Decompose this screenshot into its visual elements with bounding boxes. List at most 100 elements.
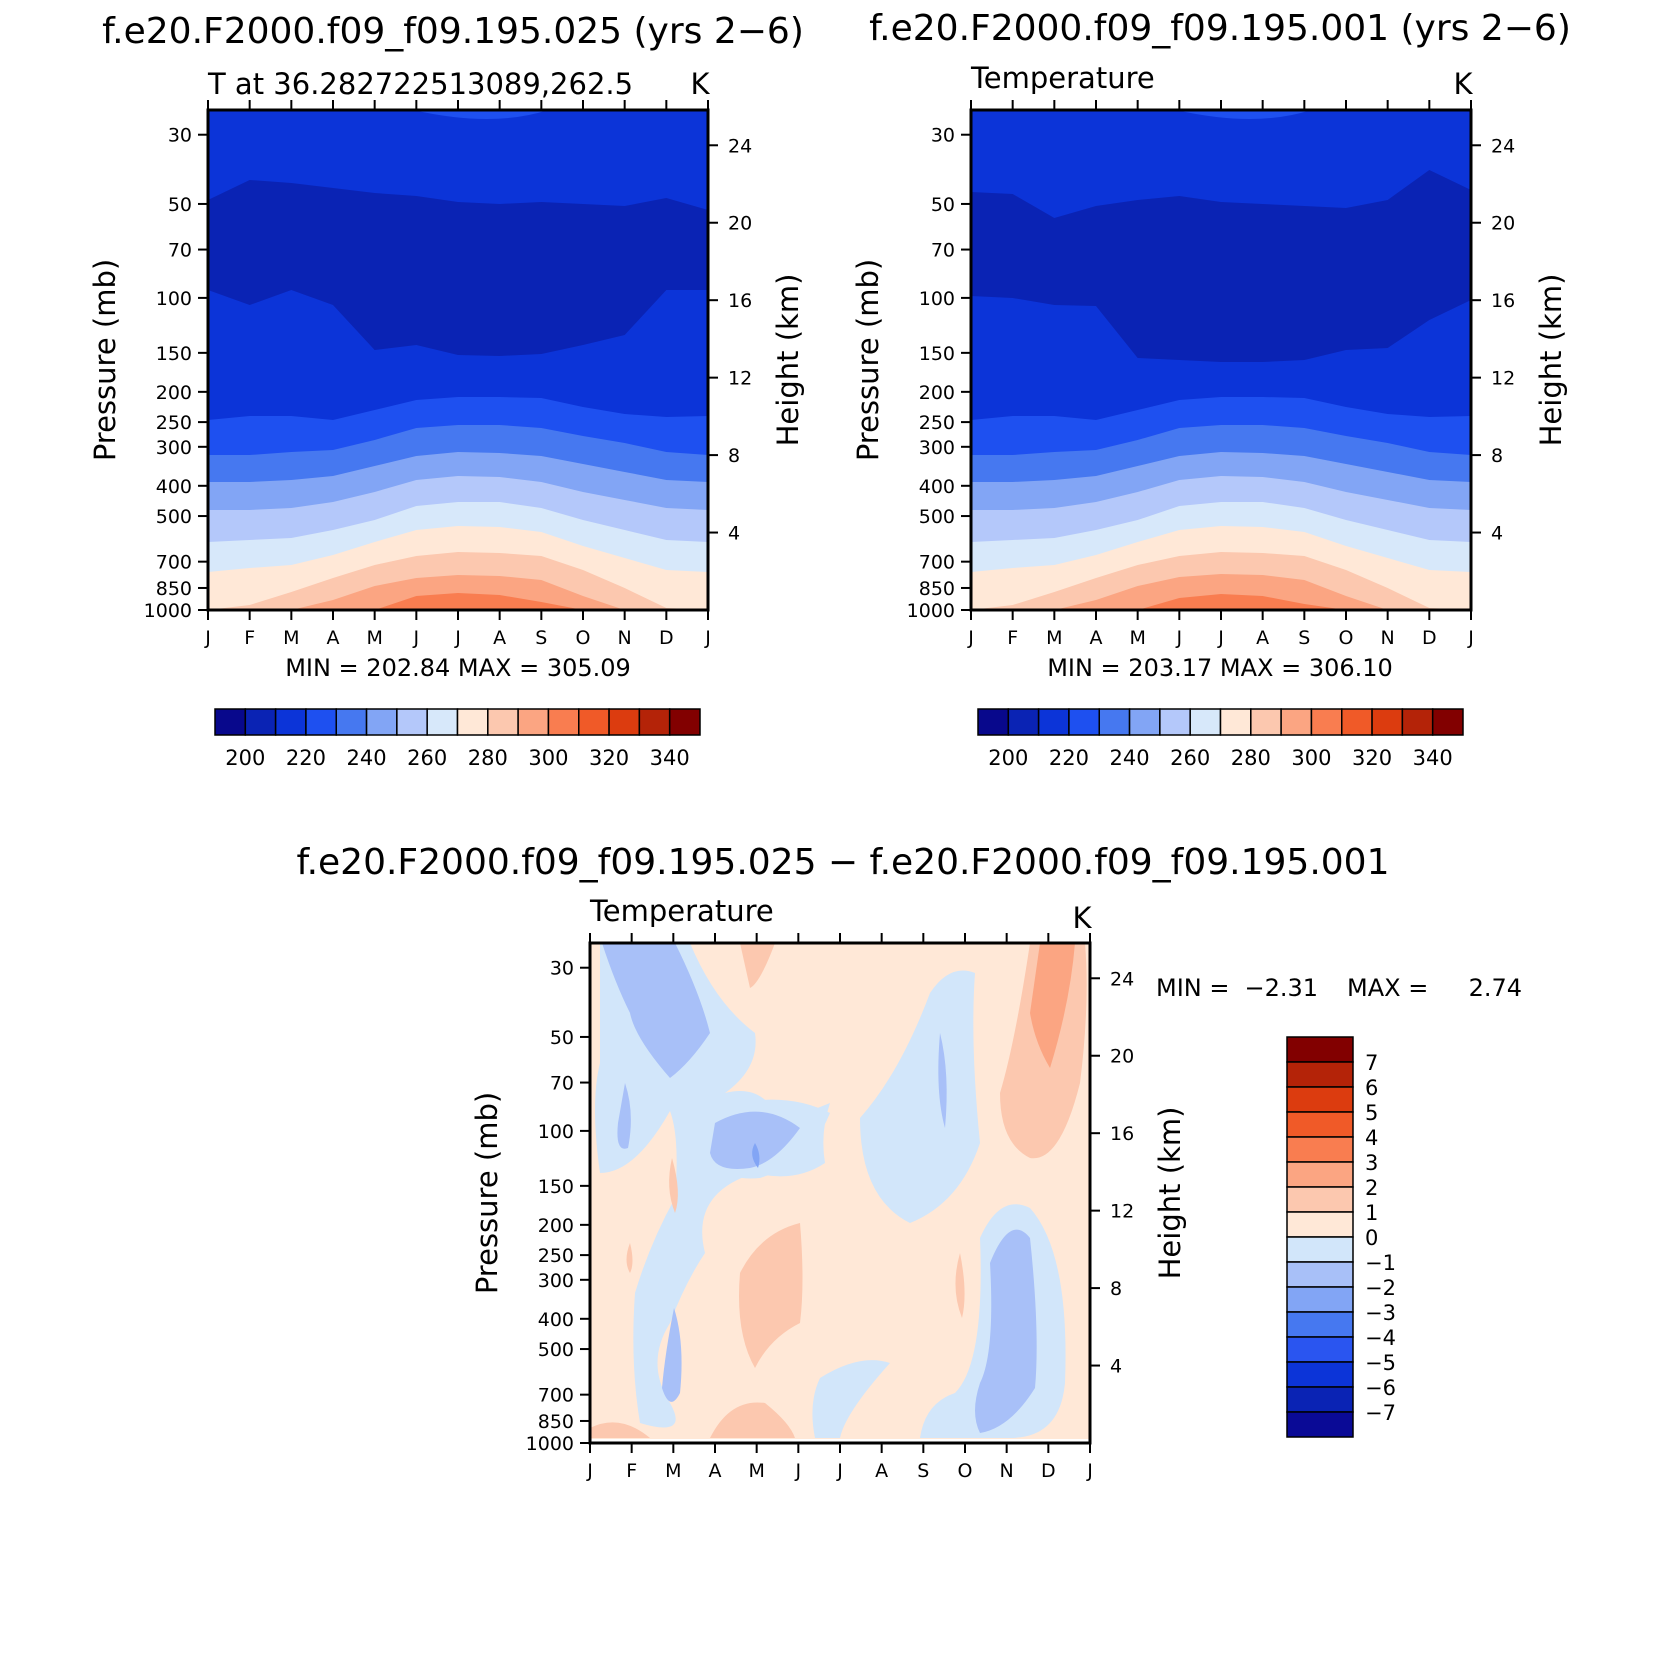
diff-contour-region	[752, 1143, 760, 1168]
right-ytick-label: 300	[919, 437, 955, 459]
diff-contour-region	[669, 1158, 678, 1213]
left-ytick-label: 1000	[144, 600, 192, 622]
colorbar-swatch	[517, 708, 550, 736]
colorbar-tick-label: −4	[1365, 1326, 1396, 1350]
right-ylabel: Pressure (mb)	[851, 259, 885, 461]
diff-contour-region	[595, 943, 830, 1428]
diff-ylabel: Pressure (mb)	[470, 1092, 504, 1294]
colorbar-tick-label: 5	[1365, 1101, 1378, 1125]
left-ytick-label: 250	[156, 412, 192, 434]
right-xtick-label: N	[1381, 627, 1395, 649]
left-ytick-right-label: 8	[728, 445, 740, 467]
right-xtick-label: A	[1256, 627, 1269, 649]
left-ytick-label: 400	[156, 476, 192, 498]
right-colorbar: 200 220 240 260 280 300 320 340	[977, 708, 1464, 770]
diff-ytick-label: 850	[538, 1411, 574, 1433]
colorbar-swatch	[547, 708, 580, 736]
diff-contour-region	[860, 970, 980, 1223]
diff-ytick-right-label: 8	[1110, 1278, 1122, 1300]
diff-ylabel-right: Height (km)	[1153, 1107, 1187, 1280]
right-ytick-label: 50	[931, 194, 955, 216]
colorbar-tick-label: 220	[1049, 746, 1089, 770]
diff-xtick-label: J	[586, 1460, 593, 1482]
left-contour-fills	[208, 110, 708, 610]
diff-max-label: MAX =	[1347, 974, 1428, 1002]
colorbar-swatch	[1286, 1386, 1354, 1413]
colorbar-tick-label: −1	[1365, 1251, 1396, 1275]
left-xtick-label: A	[493, 627, 506, 649]
diff-contour-region	[617, 1083, 631, 1149]
colorbar-tick-label: −5	[1365, 1351, 1396, 1375]
diff-xtick-label: A	[709, 1460, 722, 1482]
colorbar-tick-label: 320	[1352, 746, 1392, 770]
diff-xtick-label: J	[795, 1460, 802, 1482]
right-ytick-label: 100	[919, 288, 955, 310]
diff-xtick-label: F	[626, 1460, 637, 1482]
right-ytick-label: 200	[919, 382, 955, 404]
right-ytick-label: 30	[931, 125, 955, 147]
left-ylabel-right: Height (km)	[771, 274, 805, 447]
colorbar-swatch	[1286, 1411, 1354, 1438]
left-xtick-label: M	[283, 627, 299, 649]
diff-ytick-label: 1000	[526, 1433, 574, 1455]
left-xtick-label: J	[454, 627, 461, 649]
colorbar-tick-label: −7	[1365, 1401, 1396, 1425]
right-ytick-right-label: 20	[1491, 213, 1515, 235]
colorbar-tick-label: 200	[988, 746, 1028, 770]
diff-contour-region	[710, 1111, 800, 1169]
right-xtick-label: J	[1467, 627, 1474, 649]
right-panel: f.e20.F2000.f09_f09.195.001 (yrs 2−6) Te…	[851, 8, 1571, 770]
colorbar-swatch	[396, 708, 428, 736]
diff-ytick-label: 500	[538, 1339, 574, 1361]
diff-xtick-label: J	[836, 1460, 843, 1482]
colorbar-swatch	[1286, 1111, 1354, 1138]
colorbar-swatch	[274, 708, 307, 736]
diff-panel: f.e20.F2000.f09_f09.195.025 − f.e20.F200…	[297, 842, 1522, 1482]
temp-band	[208, 593, 708, 610]
diff-ytick-label: 400	[538, 1309, 574, 1331]
colorbar-swatch	[426, 708, 459, 736]
diff-contour-region	[812, 1360, 890, 1438]
right-ytick-right-label: 8	[1491, 445, 1503, 467]
colorbar-tick-label: 260	[1170, 746, 1210, 770]
temp-band	[413, 110, 548, 119]
diff-ytick-right-label: 16	[1110, 1123, 1134, 1145]
diff-max-value: 2.74	[1469, 974, 1522, 1002]
colorbar-swatch	[1219, 708, 1252, 736]
colorbar-swatch	[1286, 1161, 1354, 1188]
left-title: f.e20.F2000.f09_f09.195.025 (yrs 2−6)	[102, 11, 804, 52]
right-xtick-label: M	[1046, 627, 1062, 649]
colorbar-tick-label: 2	[1365, 1176, 1378, 1200]
colorbar-swatch	[1286, 1186, 1354, 1213]
colorbar-swatch	[1286, 1136, 1354, 1163]
colorbar-tick-label: 300	[528, 746, 568, 770]
left-ytick-right-label: 4	[728, 523, 740, 545]
diff-ytick-label: 200	[538, 1215, 574, 1237]
colorbar-swatch	[1189, 708, 1222, 736]
right-ytick-label: 70	[931, 240, 955, 262]
diff-contour-region	[1030, 943, 1075, 1068]
colorbar-swatch	[1037, 708, 1070, 736]
colorbar-swatch	[244, 708, 277, 736]
colorbar-swatch	[668, 708, 701, 736]
diff-contour-region	[602, 943, 710, 1078]
right-xtick-label: O	[1339, 627, 1354, 649]
colorbar-swatch	[305, 708, 337, 736]
diff-xtick-label: M	[665, 1460, 681, 1482]
temp-band	[1176, 110, 1311, 119]
right-xtick-label: J	[1217, 627, 1224, 649]
diff-contour-region	[975, 1229, 1037, 1433]
colorbar-swatch	[1371, 708, 1404, 736]
right-contour-fills	[971, 110, 1471, 610]
left-ytick-label: 200	[156, 382, 192, 404]
left-ytick-right-label: 20	[728, 213, 752, 235]
right-ytick-label: 700	[919, 552, 955, 574]
diff-xtick-label: J	[1086, 1460, 1093, 1482]
temp-band	[971, 594, 1471, 610]
colorbar-swatch	[1286, 1236, 1354, 1263]
right-ytick-label: 850	[919, 578, 955, 600]
left-units: K	[690, 67, 710, 101]
colorbar-tick-label: −6	[1365, 1376, 1396, 1400]
diff-subtitle: Temperature	[589, 894, 774, 928]
right-ytick-right-label: 24	[1491, 135, 1515, 157]
